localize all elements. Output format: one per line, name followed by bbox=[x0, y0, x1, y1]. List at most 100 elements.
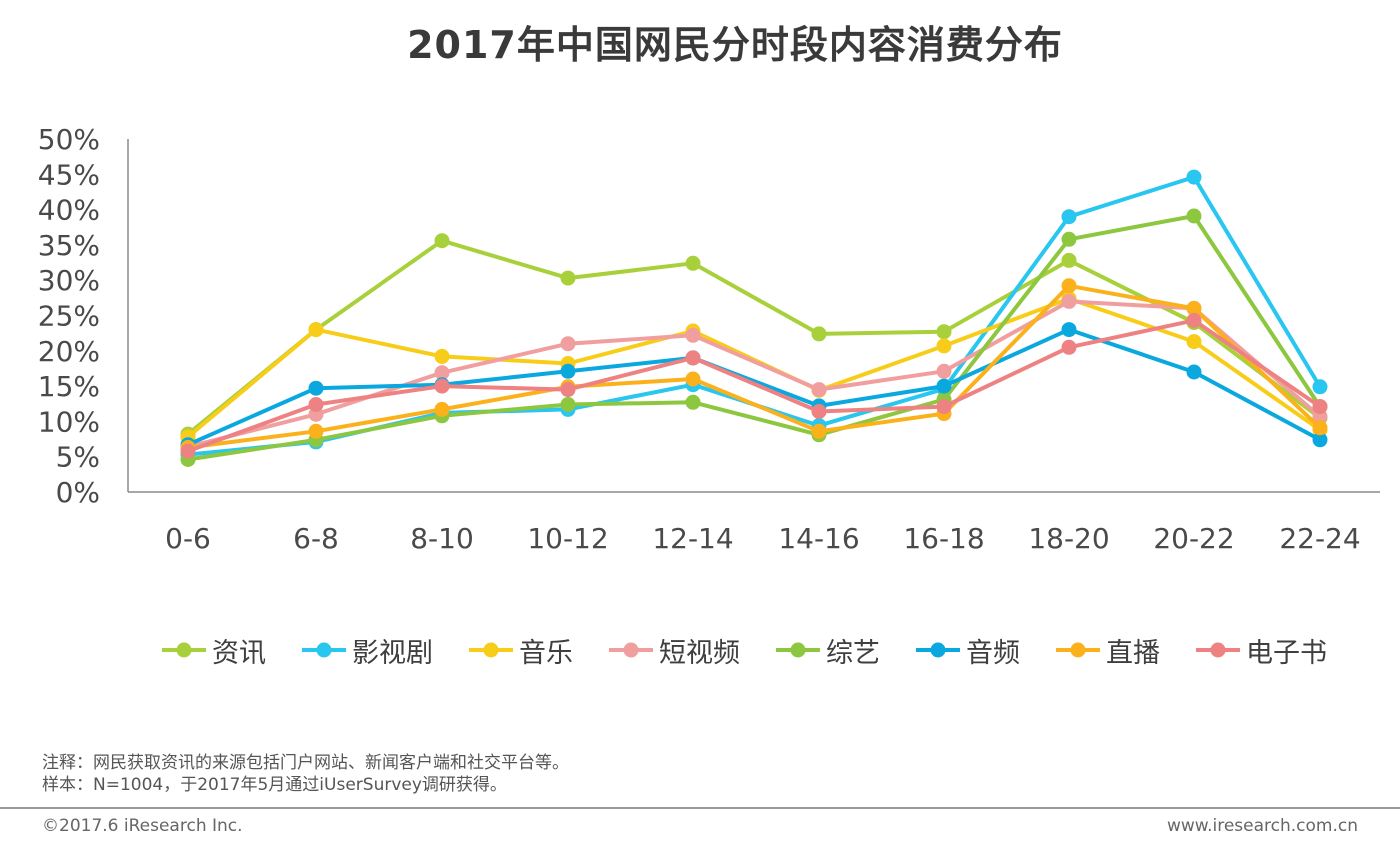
series-line bbox=[186, 318, 1322, 454]
y-tick-label: 30% bbox=[38, 264, 100, 297]
data-point bbox=[1061, 293, 1077, 309]
data-point bbox=[1061, 322, 1077, 338]
data-point bbox=[811, 404, 827, 419]
data-point bbox=[1186, 364, 1202, 380]
legend-marker-icon bbox=[609, 642, 653, 658]
x-tick-label: 22-24 bbox=[1279, 522, 1360, 555]
data-point bbox=[1061, 278, 1077, 294]
legend-marker-icon bbox=[1056, 642, 1100, 658]
data-point bbox=[560, 363, 576, 379]
data-point bbox=[308, 322, 324, 338]
x-tick-label: 6-8 bbox=[293, 522, 339, 555]
series-4 bbox=[180, 293, 1328, 455]
x-tick-label: 16-18 bbox=[903, 522, 984, 555]
data-point bbox=[936, 363, 952, 379]
legend-marker-icon bbox=[776, 642, 820, 658]
data-point bbox=[1186, 169, 1202, 185]
data-point bbox=[1061, 231, 1077, 247]
x-tick-label: 18-20 bbox=[1028, 522, 1109, 555]
x-tick-label: 10-12 bbox=[527, 522, 608, 555]
series-line bbox=[186, 283, 1322, 450]
data-point bbox=[936, 338, 952, 354]
footer-divider bbox=[0, 807, 1400, 809]
data-point bbox=[1312, 420, 1328, 436]
y-tick-label: 0% bbox=[56, 476, 100, 509]
note-line: 注释：网民获取资讯的来源包括门户网站、新闻客户端和社交平台等。 bbox=[42, 753, 569, 773]
copyright-text: ©2017.6 iResearch Inc. bbox=[42, 816, 243, 836]
data-point bbox=[685, 394, 701, 410]
series-lines bbox=[180, 169, 1328, 467]
legend-item: 影视剧 bbox=[300, 631, 433, 670]
data-point bbox=[1186, 334, 1202, 350]
series-line bbox=[186, 327, 1322, 447]
series-line bbox=[186, 214, 1322, 462]
x-tick-label: 12-14 bbox=[652, 522, 733, 555]
data-point bbox=[434, 348, 450, 364]
y-tick-label: 50% bbox=[38, 123, 100, 156]
data-point bbox=[936, 399, 952, 415]
sample-note: 样本：N=1004，于2017年5月通过iUserSurvey调研获得。 bbox=[42, 775, 507, 795]
legend-item: 短视频 bbox=[607, 631, 740, 670]
legend-marker-icon bbox=[302, 642, 346, 658]
x-tick-label: 0-6 bbox=[165, 522, 211, 555]
data-point bbox=[1061, 339, 1077, 355]
legend-item: 音乐 bbox=[467, 631, 573, 670]
data-point bbox=[1312, 432, 1328, 448]
series-line bbox=[186, 238, 1322, 437]
data-point bbox=[1186, 208, 1202, 224]
chart-title: 2017年中国网民分时段内容消费分布 bbox=[407, 23, 1063, 67]
y-tick-label: 25% bbox=[38, 300, 100, 333]
legend-label: 音乐 bbox=[519, 637, 573, 669]
data-point bbox=[308, 423, 324, 439]
data-point bbox=[1061, 209, 1077, 225]
legend-label: 影视剧 bbox=[352, 637, 433, 669]
legend-marker-icon bbox=[469, 642, 513, 658]
legend-item: 综艺 bbox=[774, 631, 880, 670]
line-chart: 0%5%10%15%20%25%30%35%40%45%50% 0-6 6-8 8-1… bbox=[38, 123, 1380, 555]
legend-label: 资讯 bbox=[212, 637, 266, 669]
data-point bbox=[685, 350, 701, 366]
data-point bbox=[1312, 379, 1328, 395]
data-point bbox=[936, 378, 952, 394]
legend-marker-icon bbox=[162, 642, 206, 658]
data-point bbox=[685, 255, 701, 271]
y-tick-label: 15% bbox=[38, 370, 100, 403]
data-point bbox=[936, 324, 952, 340]
y-tick-label: 40% bbox=[38, 194, 100, 227]
data-point bbox=[434, 378, 450, 394]
legend-label: 直播 bbox=[1106, 637, 1160, 669]
website-text: www.iresearch.com.cn bbox=[1166, 816, 1358, 836]
data-point bbox=[434, 365, 450, 381]
y-tick-label: 5% bbox=[56, 441, 100, 474]
y-tick-label: 45% bbox=[38, 158, 100, 191]
data-point bbox=[1186, 300, 1202, 316]
y-tick-label: 20% bbox=[38, 335, 100, 368]
data-point bbox=[1186, 312, 1202, 328]
legend-item: 直播 bbox=[1054, 631, 1160, 670]
data-point bbox=[685, 371, 701, 387]
legend-label: 电子书 bbox=[1246, 637, 1327, 669]
legend-label: 综艺 bbox=[826, 637, 880, 669]
legend-item: 电子书 bbox=[1194, 631, 1327, 670]
legend-marker-icon bbox=[916, 642, 960, 658]
data-point bbox=[811, 326, 827, 342]
series-8 bbox=[180, 312, 1328, 459]
data-point bbox=[1312, 399, 1328, 415]
data-point bbox=[811, 382, 827, 398]
series-3 bbox=[180, 291, 1328, 445]
series-line bbox=[186, 175, 1322, 457]
data-point bbox=[560, 270, 576, 286]
legend: 资讯 影视剧 音乐 短视频 综艺 音频 直播 电子书 bbox=[160, 628, 1360, 672]
legend-item: 资讯 bbox=[160, 631, 266, 670]
data-point bbox=[180, 443, 196, 459]
legend-label: 音频 bbox=[966, 637, 1020, 669]
data-point bbox=[811, 423, 827, 439]
data-point bbox=[434, 401, 450, 417]
data-point bbox=[1061, 252, 1077, 268]
data-point bbox=[560, 336, 576, 352]
legend-item: 音频 bbox=[914, 631, 1020, 670]
data-point bbox=[560, 397, 576, 412]
data-point bbox=[434, 233, 450, 249]
y-tick-label: 10% bbox=[38, 405, 100, 438]
data-point bbox=[308, 397, 324, 412]
